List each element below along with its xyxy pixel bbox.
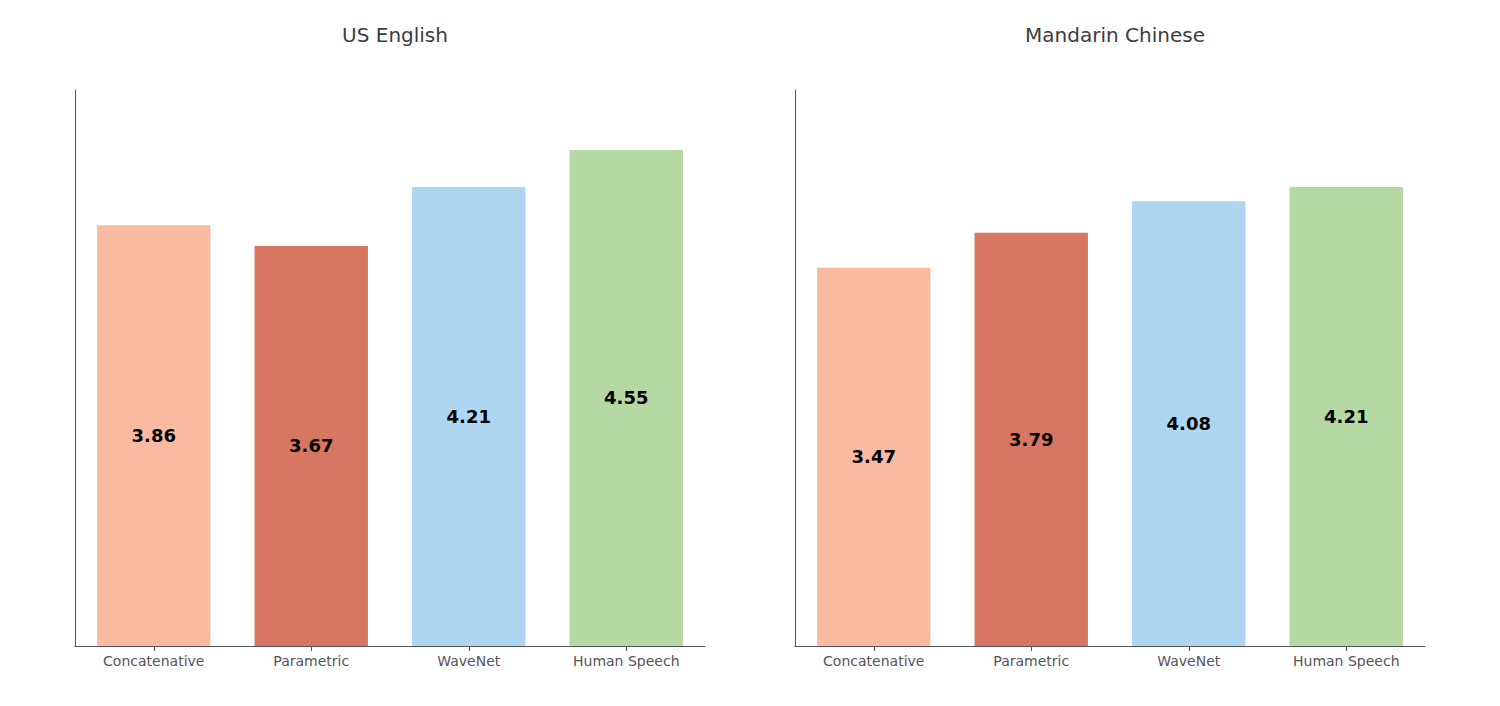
svg-text:US English: US English	[342, 23, 448, 47]
svg-text:Concatenative: Concatenative	[103, 653, 204, 669]
svg-text:3.86: 3.86	[132, 425, 176, 446]
svg-text:4.55: 4.55	[604, 387, 648, 408]
svg-text:Parametric: Parametric	[993, 653, 1069, 669]
svg-text:3.67: 3.67	[289, 435, 333, 456]
svg-text:3.79: 3.79	[1009, 429, 1053, 450]
svg-text:WaveNet: WaveNet	[437, 653, 501, 669]
svg-text:4.21: 4.21	[447, 406, 491, 427]
svg-text:Human Speech: Human Speech	[573, 653, 680, 669]
svg-text:4.08: 4.08	[1167, 413, 1211, 434]
svg-text:Mandarin Chinese: Mandarin Chinese	[1025, 23, 1205, 47]
svg-text:4.21: 4.21	[1324, 406, 1368, 427]
svg-text:3.47: 3.47	[852, 446, 896, 467]
svg-text:WaveNet: WaveNet	[1157, 653, 1221, 669]
svg-text:Concatenative: Concatenative	[823, 653, 924, 669]
svg-text:Parametric: Parametric	[273, 653, 349, 669]
svg-text:Human Speech: Human Speech	[1293, 653, 1400, 669]
